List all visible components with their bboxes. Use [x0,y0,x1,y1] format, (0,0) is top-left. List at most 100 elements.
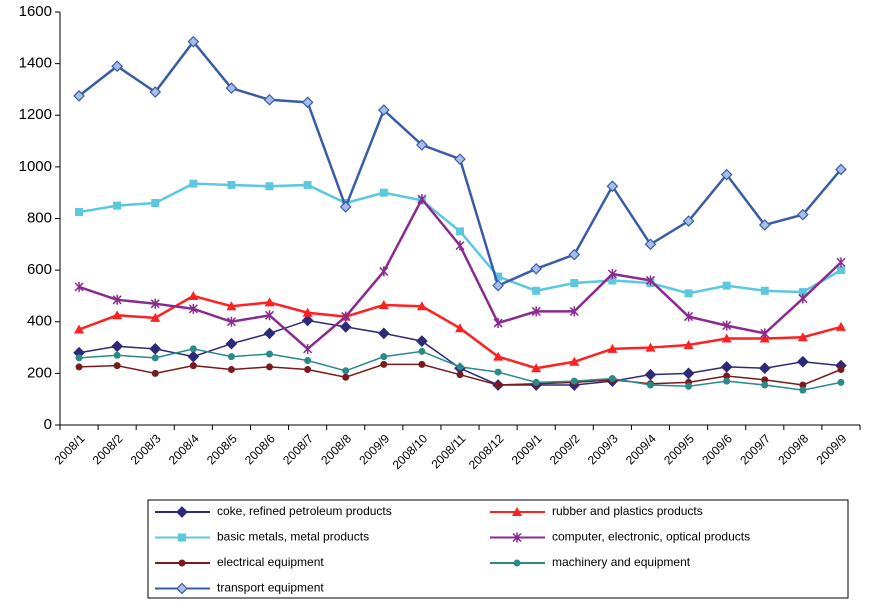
marker [722,281,731,290]
x-tick-label: 2009/3 [585,431,621,467]
x-tick-label: 2008/2 [90,431,126,467]
y-tick-label: 800 [27,209,52,226]
marker [568,248,581,261]
marker [512,532,522,543]
marker [799,381,807,389]
legend-box [147,499,849,599]
marker [837,366,845,374]
marker [75,208,84,217]
x-tick-label: 2009/1 [509,431,545,467]
marker [113,351,121,359]
marker [685,382,693,390]
x-tick-label: 2008/7 [280,431,316,467]
marker [377,327,390,340]
marker [266,363,274,371]
x-tick-label: 2009/7 [737,431,773,467]
marker [532,286,541,295]
marker [456,227,464,236]
marker [606,180,619,193]
marker [74,281,84,292]
marker [111,340,123,353]
y-tick-label: 1600 [19,3,52,20]
x-tick-label: 2009/9 [356,431,392,467]
marker [418,347,426,355]
x-tick-label: 2009/4 [623,431,659,467]
marker [342,373,350,381]
marker [189,362,197,370]
x-tick-label: 2009/2 [547,431,583,467]
marker [303,180,312,189]
marker [646,381,654,389]
marker [187,35,200,48]
marker [378,299,389,309]
marker [151,369,159,377]
legend-label: transport equipment [217,581,324,595]
marker [835,163,847,176]
marker [178,559,186,567]
marker [266,350,274,358]
marker [379,188,388,197]
x-tick-label: 2008/11 [428,431,468,471]
marker [683,339,694,349]
marker [225,82,238,94]
marker [758,362,771,375]
y-tick-label: 1200 [19,106,52,123]
marker [150,298,160,309]
marker [416,335,428,347]
marker [682,215,695,227]
x-tick-label: 2008/3 [128,431,164,467]
marker [176,582,188,595]
marker [761,376,769,384]
legend-label: rubber and plastics products [552,504,703,518]
marker [494,368,502,376]
marker [644,368,657,381]
marker [227,353,235,361]
marker [379,266,389,277]
marker [494,381,502,389]
marker [608,375,616,383]
x-tick-label: 2008/8 [318,431,354,467]
y-tick-label: 200 [27,364,52,381]
marker [570,377,578,385]
marker [227,180,236,189]
marker [303,343,313,354]
marker [492,279,504,292]
y-tick-label: 600 [27,261,52,278]
marker [531,306,541,317]
marker [188,290,199,300]
marker [226,316,236,327]
legend-label: computer, electronic, optical products [552,530,750,544]
marker [301,314,314,327]
marker [531,363,542,373]
marker [837,378,845,386]
marker [417,194,427,205]
x-tick-label: 2009/8 [775,431,811,467]
y-tick-label: 400 [27,313,52,330]
marker [684,289,693,298]
marker [178,533,186,542]
x-tick-label: 2008/10 [390,431,431,472]
marker [75,354,83,362]
marker [304,356,312,364]
marker [189,345,197,353]
marker [455,323,465,333]
marker [682,367,695,380]
marker [758,219,771,231]
marker [151,354,159,362]
marker [151,199,160,208]
y-tick-label: 1400 [19,55,52,72]
marker [797,332,808,342]
marker [265,182,274,191]
marker [176,506,188,518]
x-tick-label: 2009/9 [813,431,849,467]
marker [798,293,808,304]
marker [339,321,352,333]
marker [418,360,426,368]
marker [342,367,350,375]
marker [456,371,464,379]
marker [532,378,540,386]
marker [644,238,657,251]
marker [836,266,845,275]
marker [684,311,694,322]
marker [339,201,352,213]
